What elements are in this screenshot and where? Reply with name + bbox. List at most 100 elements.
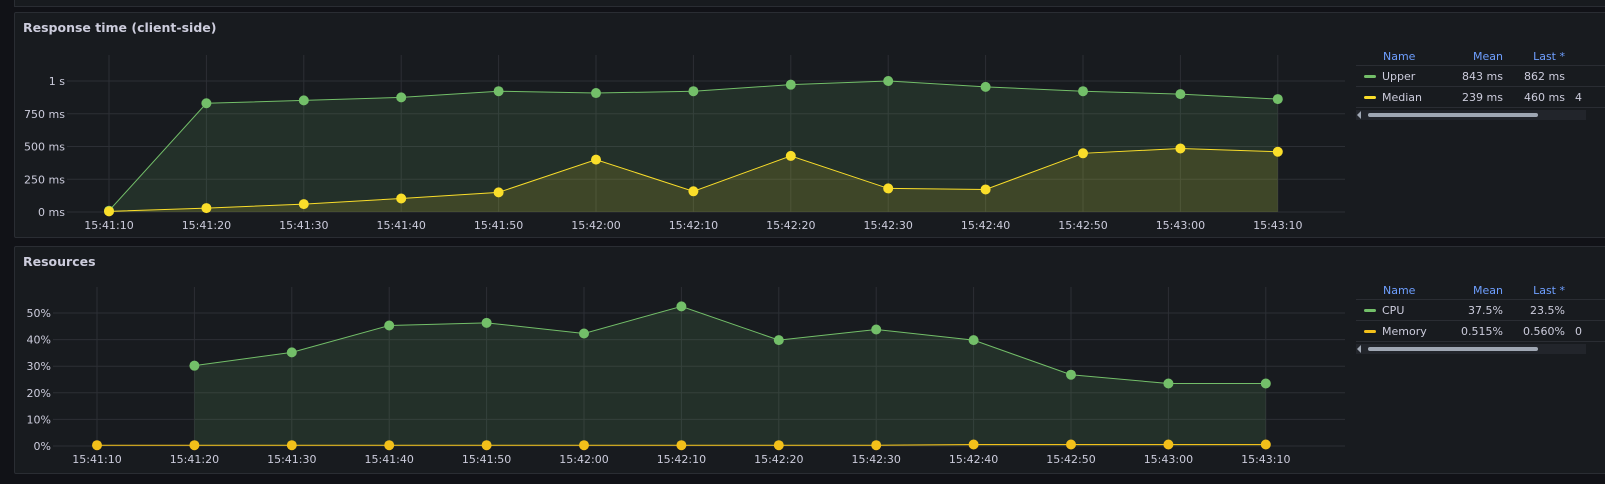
x-tick-label: 15:41:30 <box>267 453 316 466</box>
data-point-memory <box>871 440 882 451</box>
data-point-median <box>201 203 212 214</box>
x-tick-label: 15:41:40 <box>364 453 413 466</box>
data-point-memory <box>579 440 589 451</box>
legend-header: Name Mean Last * <box>1356 281 1605 300</box>
x-tick-label: 15:43:00 <box>1156 219 1205 232</box>
data-point-memory <box>773 440 784 451</box>
x-tick-label: 15:42:30 <box>851 453 900 466</box>
x-tick-label: 15:41:50 <box>474 219 523 232</box>
data-point-memory <box>1163 439 1174 450</box>
x-tick-label: 15:42:00 <box>571 219 620 232</box>
legend-series-name: Median <box>1382 90 1423 104</box>
x-tick-label: 15:42:50 <box>1058 219 1107 232</box>
y-tick-label: 500 ms <box>24 141 65 154</box>
data-point-upper <box>883 76 894 86</box>
legend-mean-value: 239 ms <box>1462 90 1503 104</box>
data-point-cpu <box>676 301 687 312</box>
data-point-memory <box>384 440 395 451</box>
legend-header-name[interactable]: Name <box>1383 283 1416 297</box>
x-tick-label: 15:42:40 <box>949 453 998 466</box>
legend-mean-value: 0.515% <box>1461 324 1503 338</box>
legend-horizontal-scrollbar[interactable] <box>1356 110 1586 120</box>
legend-header-mean[interactable]: Mean <box>1473 49 1503 63</box>
series-color-swatch <box>1364 95 1376 99</box>
data-point-median <box>493 187 504 198</box>
data-point-upper <box>298 95 309 106</box>
data-point-memory <box>676 440 687 451</box>
legend-header: Name Mean Last * <box>1356 47 1605 66</box>
data-point-median <box>1078 148 1088 159</box>
legend-header-mean[interactable]: Mean <box>1473 283 1503 297</box>
legend-last-value: 460 ms <box>1524 90 1565 104</box>
legend-header-last[interactable]: Last * <box>1533 283 1565 297</box>
legend-header-name[interactable]: Name <box>1383 49 1416 63</box>
data-point-upper <box>591 88 601 99</box>
x-tick-label: 15:41:40 <box>376 219 425 232</box>
y-tick-label: 20% <box>27 387 51 400</box>
data-point-cpu <box>1163 378 1174 389</box>
data-point-cpu <box>773 335 784 346</box>
data-point-cpu <box>384 320 395 331</box>
data-point-cpu <box>579 328 589 339</box>
y-tick-label: 750 ms <box>24 108 65 121</box>
data-point-upper <box>785 79 796 90</box>
series-color-swatch <box>1364 329 1376 333</box>
series-area-upper <box>109 81 1278 212</box>
data-point-median <box>396 193 407 204</box>
x-tick-label: 15:42:40 <box>961 219 1010 232</box>
y-tick-label: 1 s <box>49 75 65 88</box>
legend-table: Name Mean Last * Upper 843 ms 862 ms Med… <box>1356 47 1605 120</box>
legend-row-upper[interactable]: Upper 843 ms 862 ms <box>1356 66 1605 87</box>
scroll-left-arrow-icon[interactable] <box>1357 345 1361 353</box>
legend-mean-value: 37.5% <box>1468 303 1503 317</box>
data-point-memory <box>1260 439 1271 450</box>
scroll-left-arrow-icon[interactable] <box>1357 111 1361 119</box>
data-point-median <box>1175 143 1186 154</box>
data-point-median <box>104 206 114 217</box>
y-tick-label: 250 ms <box>24 173 65 186</box>
data-point-upper <box>980 81 991 92</box>
legend-series-name: Upper <box>1382 69 1416 83</box>
legend-series-name: Memory <box>1382 324 1427 338</box>
x-tick-label: 15:41:50 <box>462 453 511 466</box>
legend-extra-value: 0 <box>1575 324 1582 338</box>
data-point-upper <box>1175 89 1186 100</box>
x-tick-label: 15:43:10 <box>1241 453 1290 466</box>
data-point-upper <box>1078 86 1088 97</box>
data-point-median <box>980 184 991 195</box>
data-point-cpu <box>1066 369 1076 380</box>
x-tick-label: 15:42:10 <box>669 219 718 232</box>
y-tick-label: 30% <box>27 360 51 373</box>
x-tick-label: 15:42:00 <box>559 453 608 466</box>
legend-row-median[interactable]: Median 239 ms 460 ms 4 <box>1356 87 1605 108</box>
series-color-swatch <box>1364 308 1376 312</box>
data-point-median <box>883 183 894 194</box>
x-tick-label: 15:42:10 <box>657 453 706 466</box>
data-point-memory <box>968 439 979 450</box>
legend-header-last[interactable]: Last * <box>1533 49 1565 63</box>
series-line-cpu <box>194 305 1266 384</box>
legend-last-value: 23.5% <box>1530 303 1565 317</box>
legend-series-name: CPU <box>1382 303 1405 317</box>
data-point-cpu <box>481 317 492 328</box>
scroll-thumb[interactable] <box>1368 113 1538 117</box>
legend-row-memory[interactable]: Memory 0.515% 0.560% 0 <box>1356 321 1605 342</box>
panel-title[interactable]: Resources <box>23 254 96 269</box>
legend-row-cpu[interactable]: CPU 37.5% 23.5% <box>1356 300 1605 321</box>
x-tick-label: 15:42:20 <box>754 453 803 466</box>
response-time-chart: 0 ms 250 ms 500 ms 750 ms 1 s 15:41:10 15:41:2… <box>24 55 1345 232</box>
panel-title[interactable]: Response time (client-side) <box>23 20 217 35</box>
x-tick-label: 15:41:10 <box>84 219 133 232</box>
data-point-upper <box>201 98 212 109</box>
x-tick-label: 15:41:20 <box>182 219 231 232</box>
panel-response-time: Response time (client-side) 0 ms 250 ms 50… <box>14 12 1605 238</box>
data-point-upper <box>493 86 504 97</box>
data-point-upper <box>688 86 699 97</box>
x-tick-label: 15:43:00 <box>1144 453 1193 466</box>
previous-panel-edge <box>14 0 1605 7</box>
data-point-median <box>591 154 601 165</box>
legend-horizontal-scrollbar[interactable] <box>1356 344 1586 354</box>
y-tick-label: 50% <box>27 307 51 320</box>
y-tick-label: 10% <box>27 413 51 426</box>
scroll-thumb[interactable] <box>1368 347 1538 351</box>
